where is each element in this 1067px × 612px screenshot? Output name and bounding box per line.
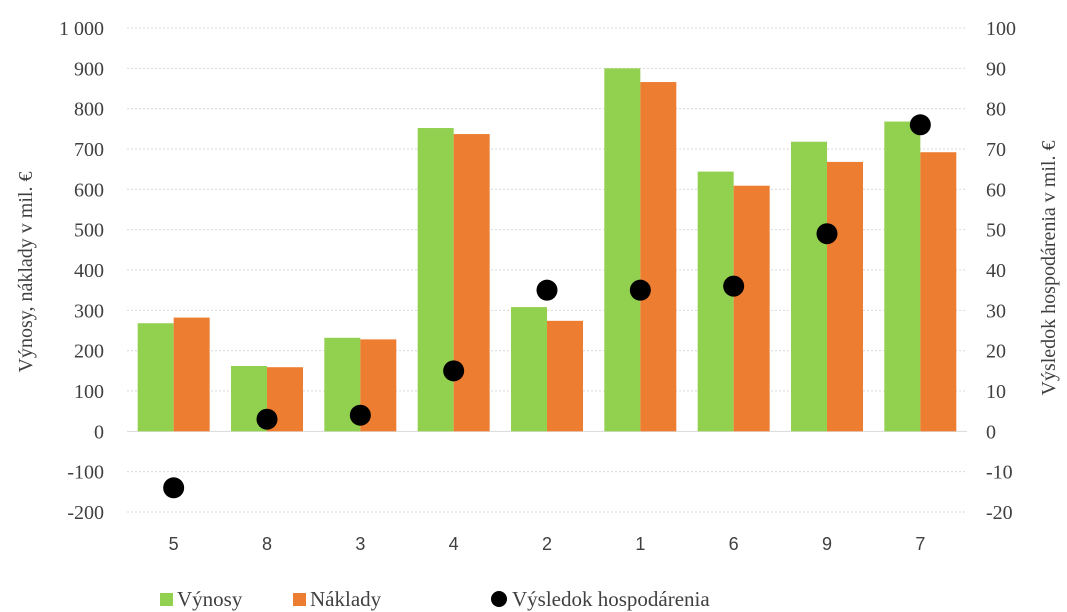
bar-vynosy (137, 323, 174, 432)
marker-vysledok (536, 279, 558, 301)
x-tick-label: 3 (355, 534, 365, 554)
x-tick-label: 7 (915, 534, 925, 554)
bar-vynosy (511, 307, 547, 432)
y2-tick-label: -20 (986, 502, 1013, 524)
bar-naklady (733, 185, 770, 432)
y-tick-label: 700 (74, 139, 104, 161)
y2-tick-label: 20 (986, 341, 1006, 363)
x-tick-label: 5 (169, 534, 179, 554)
legend-label-vynosy: Výnosy (177, 587, 243, 611)
bar-vynosy (791, 141, 827, 432)
y2-tick-label: 90 (986, 58, 1006, 80)
legend-swatch-vysledok (491, 591, 507, 607)
left-axis-ticks: 1 0009008007006005004003002001000-100-20… (59, 18, 104, 524)
bar-naklady (173, 317, 210, 432)
y2-tick-label: 80 (986, 99, 1006, 121)
marker-vysledok (349, 404, 371, 426)
marker-vysledok (816, 223, 838, 245)
y2-tick-label: 60 (986, 179, 1006, 201)
y-tick-label: 100 (74, 381, 104, 403)
bar-naklady (453, 134, 490, 432)
y-tick-label: 0 (94, 421, 104, 443)
x-axis-ticks: 5 8 3 4 2 1 6 9 7 (169, 534, 926, 554)
y-tick-label: 600 (74, 179, 104, 201)
legend-label-vysledok: Výsledok hospodárenia (512, 587, 710, 611)
y2-tick-label: -10 (986, 462, 1013, 484)
y-tick-label: 900 (74, 58, 104, 80)
marker-vysledok (723, 275, 745, 297)
y-tick-label: 1 000 (59, 18, 104, 40)
bar-vynosy (417, 128, 454, 432)
bar-naklady (547, 320, 583, 432)
y2-tick-label: 100 (986, 18, 1016, 40)
x-tick-label: 8 (262, 534, 272, 554)
marker-series (163, 114, 931, 499)
legend-label-naklady: Náklady (310, 587, 382, 611)
y2-tick-label: 50 (986, 220, 1006, 242)
legend-swatch-vynosy (160, 593, 173, 606)
y-tick-label: 200 (74, 341, 104, 363)
y-tick-label: -100 (67, 462, 104, 484)
y2-tick-label: 70 (986, 139, 1006, 161)
y-tick-label: 500 (74, 220, 104, 242)
y-tick-label: -200 (67, 502, 104, 524)
y2-tick-label: 0 (986, 421, 996, 443)
marker-vysledok (256, 408, 278, 430)
y2-tick-label: 10 (986, 381, 1006, 403)
bar-naklady (920, 152, 957, 432)
marker-vysledok (163, 477, 185, 499)
x-tick-label: 4 (449, 534, 459, 554)
legend: Výnosy Náklady Výsledok hospodárenia (160, 587, 710, 611)
y-tick-label: 800 (74, 99, 104, 121)
y-tick-label: 400 (74, 260, 104, 282)
bar-series (137, 68, 957, 432)
bar-vynosy (884, 121, 921, 432)
bar-vynosy (697, 171, 734, 432)
legend-swatch-naklady (293, 593, 306, 606)
x-tick-label: 1 (635, 534, 645, 554)
bar-vynosy (604, 68, 641, 432)
marker-vysledok (629, 279, 651, 301)
x-tick-label: 6 (729, 534, 739, 554)
x-tick-label: 2 (542, 534, 552, 554)
x-tick-label: 9 (822, 534, 832, 554)
bar-naklady (640, 82, 677, 432)
y2-tick-label: 30 (986, 300, 1006, 322)
left-axis-title: Výnosy, náklady v mil. € (15, 172, 37, 373)
right-axis-title: Výsledok hospodárenia v mil. € (1038, 141, 1060, 396)
marker-vysledok (443, 360, 465, 382)
bar-naklady (827, 161, 863, 432)
y-tick-label: 300 (74, 300, 104, 322)
marker-vysledok (909, 114, 931, 136)
y2-tick-label: 40 (986, 260, 1006, 282)
